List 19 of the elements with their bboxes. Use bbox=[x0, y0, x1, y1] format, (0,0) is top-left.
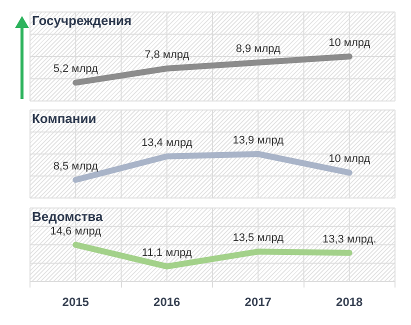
chart-title: Компании bbox=[32, 111, 96, 126]
x-tick-label: 2017 bbox=[244, 295, 272, 310]
data-label: 14,6 млрд bbox=[50, 225, 102, 238]
x-tick-label: 2018 bbox=[336, 295, 364, 310]
data-label: 5,2 млрд bbox=[53, 63, 99, 76]
data-label: 8,5 млрд bbox=[53, 160, 99, 172]
data-label: 10 млрд bbox=[328, 153, 371, 166]
data-label: 8,9 млрд bbox=[236, 43, 282, 56]
data-label: 13,4 млрд bbox=[142, 136, 193, 149]
chart-title: Госучреждения bbox=[32, 13, 132, 28]
x-tick-label: 2016 bbox=[154, 295, 181, 310]
data-label: 13,3 млрд. bbox=[322, 233, 376, 246]
data-label: 10 млрд bbox=[328, 37, 371, 50]
x-tick-label: 2015 bbox=[62, 295, 90, 310]
chart-title: Ведомства bbox=[32, 209, 104, 224]
data-label: 13,9 млрд bbox=[232, 134, 284, 147]
data-label: 13,5 млрд bbox=[232, 232, 284, 244]
data-label: 7,8 млрд bbox=[144, 49, 190, 62]
data-label: 11,1 млрд bbox=[142, 246, 192, 259]
